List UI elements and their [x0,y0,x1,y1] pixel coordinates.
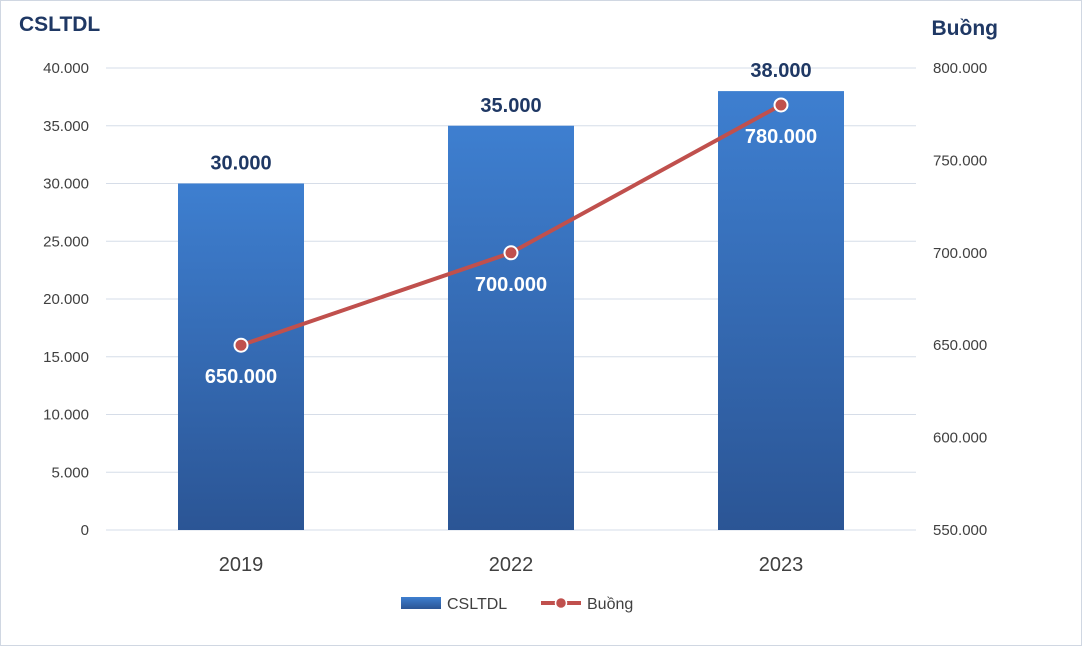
line-point [233,337,249,353]
bar-value-label: 35.000 [480,95,541,117]
left-axis-title: CSLTDL [19,13,100,36]
line-value-label: 650.000 [205,366,277,388]
right-tick-label: 550.000 [933,522,987,539]
category-label: 2022 [489,554,534,576]
right-tick-label: 600.000 [933,430,987,447]
right-tick-label: 650.000 [933,337,987,354]
left-tick-label: 20.000 [43,291,89,308]
right-tick-label: 750.000 [933,152,987,169]
line-point [773,97,789,113]
left-tick-label: 30.000 [43,176,89,193]
left-axis-ticks: 0 5.000 10.000 15.000 20.000 25.000 30.000 35.0… [43,60,89,539]
left-tick-label: 5.000 [51,464,89,481]
line-series: 650.000 700.000 780.000 [205,97,817,388]
bar-value-label: 30.000 [210,153,271,175]
category-label: 2023 [759,554,804,576]
left-tick-label: 10.000 [43,407,89,424]
line-point [503,245,519,261]
right-axis-ticks: 550.000 600.000 650.000 700.000 750.000 800.0… [933,60,987,539]
legend: CSLTDL Buồng [401,596,633,613]
legend-swatch-csltdl [401,597,441,609]
bar [178,183,304,530]
legend-marker-buong [554,596,568,610]
left-tick-label: 0 [81,522,89,539]
bar [718,91,844,530]
category-label: 2019 [219,554,264,576]
bar-value-label: 38.000 [750,60,811,82]
bar-series: 30.000 35.000 38.000 [178,60,844,530]
left-tick-label: 25.000 [43,233,89,250]
line-value-label: 780.000 [745,126,817,148]
right-tick-label: 800.000 [933,60,987,77]
right-axis-title: Buồng [932,17,998,40]
left-tick-label: 15.000 [43,349,89,366]
legend-label-csltdl: CSLTDL [447,596,507,613]
line-value-label: 700.000 [475,274,547,296]
category-axis: 2019 2022 2023 [219,554,804,576]
bar [448,125,574,530]
left-tick-label: 35.000 [43,118,89,135]
right-tick-label: 700.000 [933,245,987,262]
left-tick-label: 40.000 [43,60,89,77]
legend-label-buong: Buồng [587,596,633,613]
